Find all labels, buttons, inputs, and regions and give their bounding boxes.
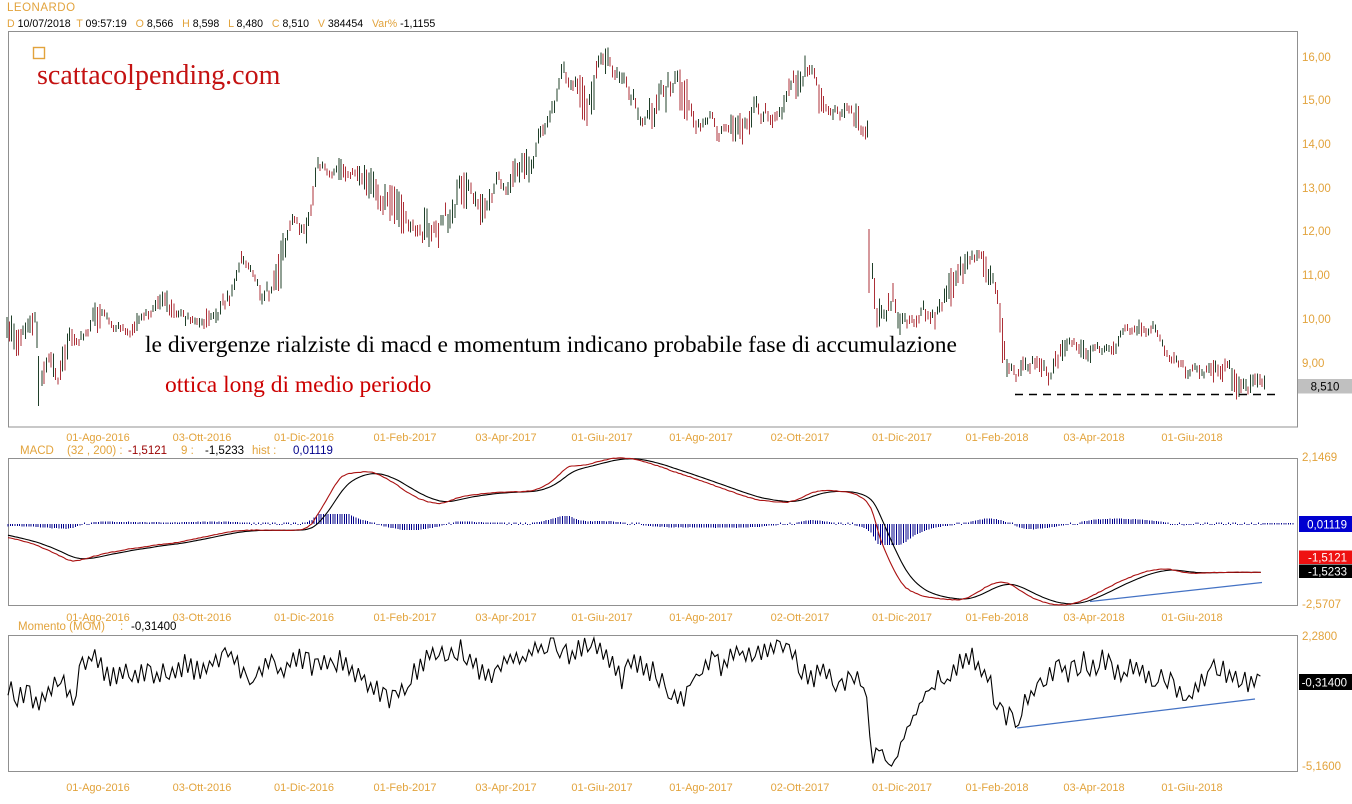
svg-text:03-Apr-2018: 03-Apr-2018 [1063,782,1124,794]
svg-text:01-Feb-2017: 01-Feb-2017 [374,782,437,794]
svg-text:-0,31400: -0,31400 [1302,678,1347,690]
svg-text:01-Feb-2018: 01-Feb-2018 [966,432,1029,444]
svg-text:01-Feb-2017: 01-Feb-2017 [374,612,437,624]
svg-text:01-Giu-2017: 01-Giu-2017 [571,782,632,794]
svg-text:01-Giu-2018: 01-Giu-2018 [1161,782,1222,794]
svg-text:02-Ott-2017: 02-Ott-2017 [771,782,830,794]
svg-text:0,01119: 0,01119 [1307,520,1347,532]
svg-text:03-Ott-2016: 03-Ott-2016 [173,612,232,624]
svg-text:15,00: 15,00 [1302,95,1331,107]
svg-text:D 10/07/2018 T 09:57:19 O 8: D 10/07/2018 T 09:57:19 O 8,566 H 8,598 … [7,18,435,30]
svg-text:-1,5121: -1,5121 [1308,553,1347,565]
svg-text:01-Giu-2017: 01-Giu-2017 [571,432,632,444]
svg-text:16,00: 16,00 [1302,52,1331,64]
svg-text:01-Feb-2018: 01-Feb-2018 [966,612,1029,624]
svg-text:01-Dic-2017: 01-Dic-2017 [872,782,932,794]
svg-text:10,00: 10,00 [1302,314,1331,326]
svg-text:01-Feb-2018: 01-Feb-2018 [966,782,1029,794]
svg-text:01-Giu-2018: 01-Giu-2018 [1161,432,1222,444]
svg-text:12,00: 12,00 [1302,226,1331,238]
svg-text:01-Dic-2016: 01-Dic-2016 [274,782,334,794]
svg-text:01-Dic-2017: 01-Dic-2017 [872,432,932,444]
svg-text:01-Ago-2016: 01-Ago-2016 [66,782,130,794]
svg-text:01-Ago-2017: 01-Ago-2017 [669,612,733,624]
svg-text:-2,5707: -2,5707 [1302,599,1341,611]
svg-text:01-Giu-2018: 01-Giu-2018 [1161,612,1222,624]
svg-text:ottica long di medio periodo: ottica long di medio periodo [165,372,431,398]
svg-text:03-Ott-2016: 03-Ott-2016 [173,432,232,444]
svg-text:01-Ago-2017: 01-Ago-2017 [669,782,733,794]
svg-text:01-Dic-2016: 01-Dic-2016 [274,432,334,444]
svg-text:le divergenze rialziste di mac: le divergenze rialziste di macd e moment… [145,332,957,358]
svg-text:03-Apr-2017: 03-Apr-2017 [475,782,536,794]
svg-text:2,1469: 2,1469 [1302,452,1337,464]
svg-text:14,00: 14,00 [1302,139,1331,151]
svg-text:9,00: 9,00 [1302,358,1324,370]
svg-text:02-Ott-2017: 02-Ott-2017 [771,432,830,444]
svg-text:01-Giu-2017: 01-Giu-2017 [571,612,632,624]
svg-text:-1,5233: -1,5233 [1308,567,1347,579]
svg-text:2,2800: 2,2800 [1302,631,1337,643]
svg-text:LEONARDO: LEONARDO [7,2,76,14]
svg-text:03-Apr-2018: 03-Apr-2018 [1063,432,1124,444]
svg-text:11,00: 11,00 [1302,270,1330,282]
svg-text:03-Apr-2018: 03-Apr-2018 [1063,612,1124,624]
svg-text:13,00: 13,00 [1302,183,1331,195]
svg-text:01-Ago-2017: 01-Ago-2017 [669,432,733,444]
svg-text:01-Feb-2017: 01-Feb-2017 [374,432,437,444]
svg-text:02-Ott-2017: 02-Ott-2017 [771,612,830,624]
svg-text:Momento (MOM):-0,31400: Momento (MOM): -0,31400 [18,621,176,633]
svg-text:-5,1600: -5,1600 [1302,761,1341,773]
svg-text:01-Ago-2016: 01-Ago-2016 [66,432,130,444]
svg-text:01-Dic-2017: 01-Dic-2017 [872,612,932,624]
svg-text:01-Dic-2016: 01-Dic-2016 [274,612,334,624]
svg-text:03-Apr-2017: 03-Apr-2017 [475,432,536,444]
svg-text:01-Ago-2016: 01-Ago-2016 [66,612,130,624]
svg-text:03-Ott-2016: 03-Ott-2016 [173,782,232,794]
svg-text:8,510: 8,510 [1311,382,1340,394]
svg-text:03-Apr-2017: 03-Apr-2017 [475,612,536,624]
svg-text:scattacolpending.com: scattacolpending.com [37,60,281,91]
